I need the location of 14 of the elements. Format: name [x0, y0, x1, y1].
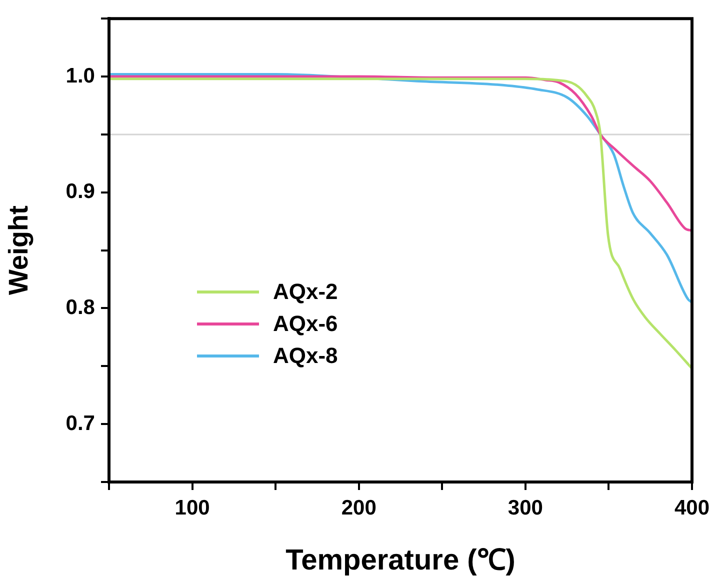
- x-tick-label: 400: [674, 496, 710, 520]
- x-tick-label: 100: [174, 496, 210, 520]
- legend-label: AQx-2: [273, 279, 338, 304]
- y-tick-label: 0.9: [66, 180, 95, 204]
- x-tick-label: 200: [341, 496, 376, 520]
- y-axis-title: Weight: [4, 206, 34, 296]
- legend-label: AQx-8: [273, 343, 338, 368]
- x-axis-title: Temperature (℃): [286, 544, 516, 577]
- y-tick-label: 0.7: [66, 412, 95, 435]
- y-tick-label: 0.8: [66, 296, 96, 320]
- x-tick-label: 300: [508, 496, 543, 520]
- y-tick-label: 1.0: [66, 64, 95, 88]
- line-series: [109, 78, 692, 370]
- legend-label: AQx-6: [273, 311, 338, 336]
